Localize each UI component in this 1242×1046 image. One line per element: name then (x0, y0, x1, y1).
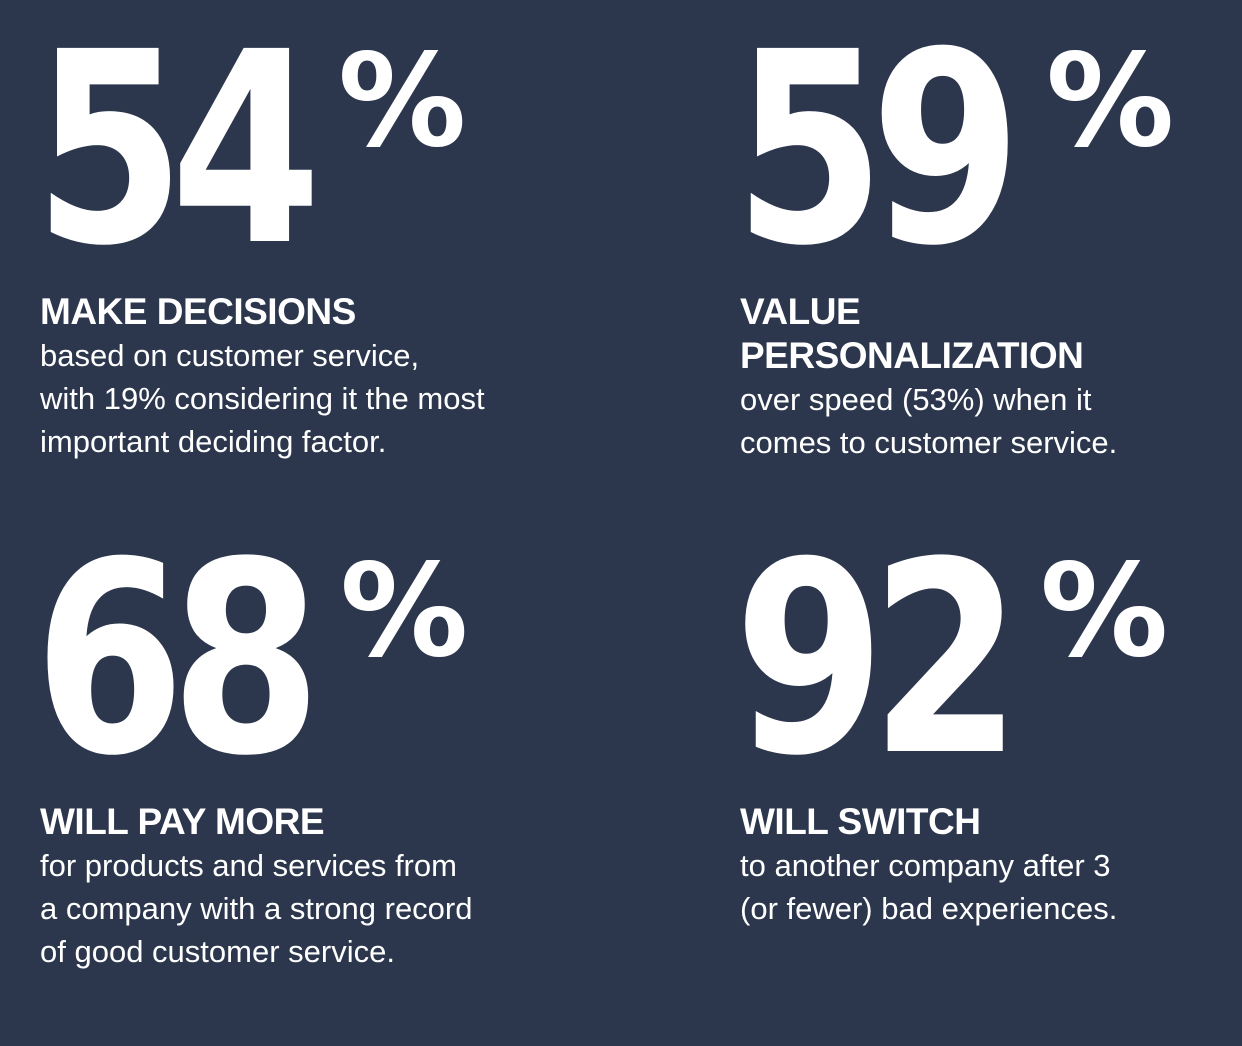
stat-headline: VALUE (740, 291, 861, 332)
stat-description-line: of good customer service. (40, 934, 395, 969)
percent-sign: % (1040, 537, 1169, 686)
stat-number: 68 (34, 506, 322, 814)
stat-description-line: comes to customer service. (740, 425, 1118, 460)
stat-description-line: based on customer service, (40, 338, 420, 373)
stat-figure: 59 % (734, 18, 1174, 290)
stat-description-line: over speed (53%) when it (740, 382, 1092, 417)
stat-description-line: with 19% considering it the most (40, 381, 485, 416)
stat-will-switch: 92 % WILL SWITCH to another company afte… (734, 528, 1168, 930)
stat-description-line: a company with a strong record (40, 891, 473, 926)
stat-headline: WILL SWITCH (740, 801, 981, 842)
percent-sign: % (1046, 27, 1175, 176)
stat-description-line: for products and services from (40, 848, 457, 883)
stat-figure: 68 % (34, 528, 473, 800)
percent-sign: % (340, 537, 469, 686)
stat-number: 59 (734, 0, 1022, 304)
stat-headline: MAKE DECISIONS (40, 291, 356, 332)
stat-will-pay-more: 68 % WILL PAY MORE for products and serv… (34, 528, 473, 973)
stat-description-line: important deciding factor. (40, 424, 387, 459)
percent-sign: % (338, 27, 467, 176)
stat-make-decisions: 54 % MAKE DECISIONS based on customer se… (34, 18, 485, 463)
stat-description-line: (or fewer) bad experiences. (740, 891, 1118, 926)
stat-description-line: to another company after 3 (740, 848, 1111, 883)
stat-number: 54 (34, 0, 322, 304)
stat-figure: 54 % (34, 18, 485, 290)
stat-number: 92 (734, 506, 1022, 814)
stat-headline: PERSONALIZATION (740, 335, 1084, 376)
stat-figure: 92 % (734, 528, 1168, 800)
stat-value-personalization: 59 % VALUE PERSONALIZATION over speed (5… (734, 18, 1174, 464)
stat-headline: WILL PAY MORE (40, 801, 325, 842)
